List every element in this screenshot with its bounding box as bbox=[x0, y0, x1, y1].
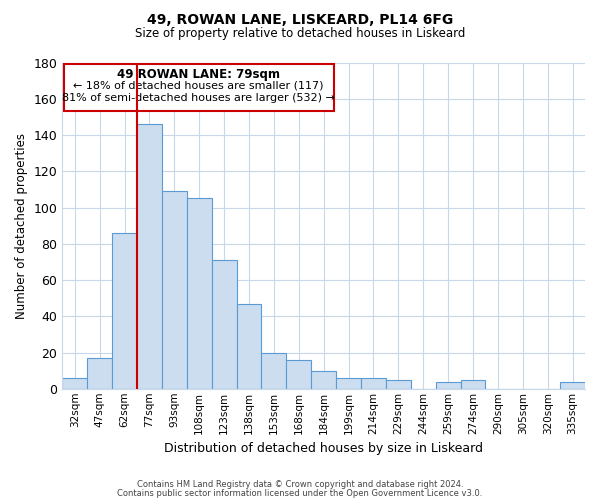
Bar bbox=[187, 198, 212, 389]
X-axis label: Distribution of detached houses by size in Liskeard: Distribution of detached houses by size … bbox=[164, 442, 483, 455]
Bar bbox=[62, 378, 87, 389]
Bar bbox=[236, 304, 262, 389]
Bar bbox=[112, 233, 137, 389]
Text: 49, ROWAN LANE, LISKEARD, PL14 6FG: 49, ROWAN LANE, LISKEARD, PL14 6FG bbox=[147, 12, 453, 26]
Bar bbox=[336, 378, 361, 389]
Text: 81% of semi-detached houses are larger (532) →: 81% of semi-detached houses are larger (… bbox=[62, 94, 335, 104]
Y-axis label: Number of detached properties: Number of detached properties bbox=[15, 132, 28, 318]
Text: Contains public sector information licensed under the Open Government Licence v3: Contains public sector information licen… bbox=[118, 488, 482, 498]
Bar bbox=[461, 380, 485, 389]
Text: Contains HM Land Registry data © Crown copyright and database right 2024.: Contains HM Land Registry data © Crown c… bbox=[137, 480, 463, 489]
Bar bbox=[262, 352, 286, 389]
Bar bbox=[212, 260, 236, 389]
Bar bbox=[87, 358, 112, 389]
Bar bbox=[361, 378, 386, 389]
Bar bbox=[286, 360, 311, 389]
Text: Size of property relative to detached houses in Liskeard: Size of property relative to detached ho… bbox=[135, 28, 465, 40]
Bar bbox=[311, 370, 336, 389]
Bar bbox=[162, 191, 187, 389]
Bar bbox=[560, 382, 585, 389]
Bar bbox=[436, 382, 461, 389]
Bar bbox=[386, 380, 411, 389]
Text: ← 18% of detached houses are smaller (117): ← 18% of detached houses are smaller (11… bbox=[73, 80, 324, 90]
Text: 49 ROWAN LANE: 79sqm: 49 ROWAN LANE: 79sqm bbox=[117, 68, 280, 81]
FancyBboxPatch shape bbox=[64, 64, 334, 112]
Bar bbox=[137, 124, 162, 389]
